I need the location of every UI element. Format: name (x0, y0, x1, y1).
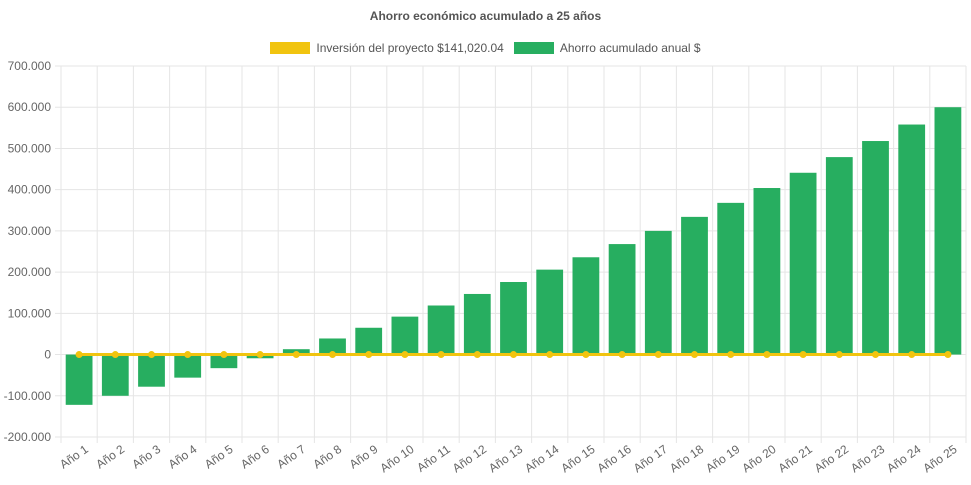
chart-legend: Inversión del proyecto $141,020.04 Ahorr… (0, 41, 971, 55)
y-tick-label: 500.000 (8, 141, 52, 155)
investment-point (799, 351, 807, 359)
bar (101, 354, 129, 396)
y-tick-label: 700.000 (8, 59, 52, 73)
investment-point (184, 351, 192, 359)
investment-point (835, 351, 843, 359)
legend-item-savings[interactable]: Ahorro acumulado anual $ (513, 41, 701, 55)
legend-label-savings: Ahorro acumulado anual $ (559, 41, 701, 55)
bar (825, 157, 853, 355)
x-tick-label: Año 20 (739, 442, 778, 475)
x-tick-label: Año 14 (522, 442, 561, 475)
legend-swatch-savings (513, 42, 554, 54)
bar (138, 354, 165, 387)
x-tick-label: Año 22 (812, 442, 851, 475)
bar (500, 282, 527, 355)
x-tick-label: Año 19 (703, 442, 742, 475)
bar (355, 327, 383, 355)
bar (934, 107, 962, 355)
bar (572, 257, 600, 355)
bar (65, 354, 93, 405)
y-tick-label: 300.000 (8, 224, 52, 238)
investment-point (654, 351, 662, 359)
investment-point (546, 351, 554, 359)
investment-point (256, 351, 264, 359)
bar (427, 305, 455, 355)
x-tick-label: Año 10 (377, 442, 416, 475)
investment-point (473, 351, 481, 359)
investment-point (401, 351, 409, 359)
investment-point (111, 351, 119, 359)
x-tick-label: Año 7 (274, 442, 308, 472)
investment-point (763, 351, 771, 359)
x-tick-label: Año 25 (920, 442, 959, 475)
x-tick-label: Año 16 (595, 442, 634, 475)
chart-title: Ahorro económico acumulado a 25 años (369, 9, 602, 23)
bar (753, 188, 781, 355)
bar (463, 293, 491, 355)
y-tick-label: 100.000 (8, 306, 52, 320)
legend-label-investment: Inversión del proyecto $141,020.04 (316, 41, 504, 55)
investment-point (944, 351, 952, 359)
bar (644, 230, 672, 355)
legend-swatch-investment (270, 42, 311, 54)
investment-point (75, 351, 83, 359)
bar (681, 216, 708, 355)
investment-point (292, 351, 300, 359)
x-tick-label: Año 5 (202, 442, 236, 472)
investment-point (582, 351, 590, 359)
bar (174, 354, 202, 378)
bar (789, 172, 817, 355)
x-tick-label: Año 21 (776, 442, 815, 475)
investment-point (329, 351, 336, 359)
investment-point (365, 351, 373, 359)
bar (898, 124, 926, 355)
investment-point (618, 351, 626, 359)
bar (608, 244, 636, 355)
y-tick-label: 600.000 (8, 100, 52, 114)
x-tick-label: Año 3 (130, 442, 164, 472)
x-tick-label: Año 15 (558, 442, 597, 475)
legend-item-investment[interactable]: Inversión del proyecto $141,020.04 (270, 41, 504, 55)
x-tick-label: Año 24 (884, 442, 923, 475)
y-tick-label: -200.000 (4, 430, 52, 444)
bar (210, 354, 238, 369)
x-tick-label: Año 4 (166, 442, 200, 472)
bar (319, 338, 346, 355)
x-tick-label: Año 8 (311, 442, 345, 472)
x-tick-label: Año 1 (57, 442, 91, 472)
investment-point (510, 351, 517, 359)
bar (536, 269, 564, 355)
y-tick-label: 200.000 (8, 265, 52, 279)
x-tick-label: Año 11 (414, 442, 453, 475)
investment-point (727, 351, 735, 359)
x-tick-label: Año 18 (667, 442, 706, 475)
x-tick-label: Año 2 (93, 442, 127, 472)
bar (391, 316, 419, 355)
x-tick-label: Año 12 (450, 442, 489, 475)
x-tick-label: Año 9 (347, 442, 381, 472)
investment-point (691, 351, 698, 359)
x-tick-label: Año 13 (486, 442, 525, 475)
x-tick-label: Año 6 (238, 442, 272, 472)
bar (862, 141, 889, 355)
investment-point (908, 351, 916, 359)
bar (717, 202, 745, 355)
investment-point (148, 351, 155, 359)
investment-point (872, 351, 879, 359)
x-tick-label: Año 17 (631, 442, 670, 475)
y-tick-label: -100.000 (4, 389, 52, 403)
investment-point (437, 351, 445, 359)
investment-point (220, 351, 228, 359)
x-tick-label: Año 23 (848, 442, 887, 475)
y-tick-label: 0 (44, 348, 51, 362)
y-tick-label: 400.000 (8, 183, 52, 197)
